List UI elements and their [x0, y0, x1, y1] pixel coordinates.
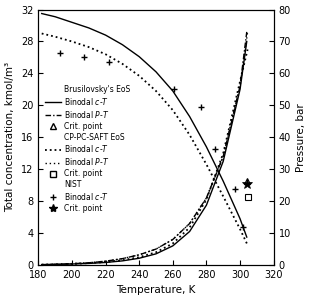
Y-axis label: Pressure, bar: Pressure, bar [296, 103, 306, 172]
Legend: Brusilovsky's EoS, Binodal $c$-$T$, Binodal $P$-$T$, Crit. point, CP-PC-SAFT EoS: Brusilovsky's EoS, Binodal $c$-$T$, Bino… [45, 85, 131, 213]
X-axis label: Temperature, K: Temperature, K [116, 285, 196, 296]
Y-axis label: Total concentration, kmol/m³: Total concentration, kmol/m³ [6, 62, 16, 212]
